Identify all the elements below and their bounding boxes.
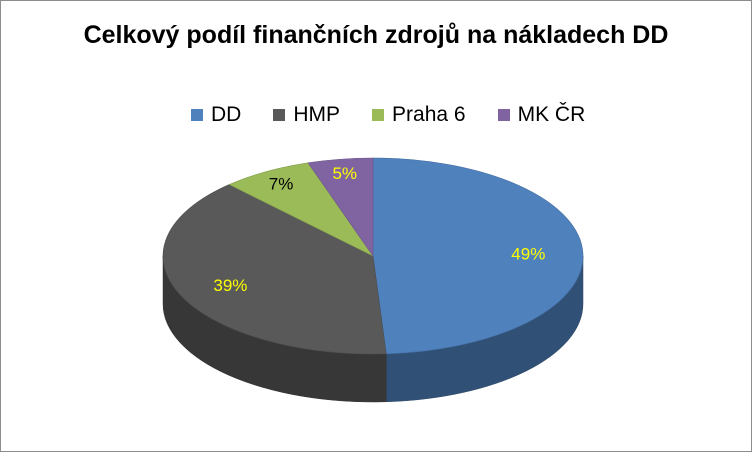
pie-slice-dd bbox=[372, 157, 584, 355]
legend-item-hmp: HMP bbox=[273, 103, 340, 127]
pie-slice-mkcr bbox=[307, 157, 374, 257]
legend-item-praha6: Praha 6 bbox=[372, 103, 466, 127]
legend-item-mkcr: MK ČR bbox=[497, 103, 586, 127]
legend-swatch-dd bbox=[191, 109, 203, 121]
legend-label-praha6: Praha 6 bbox=[392, 103, 466, 126]
data-label-mkcr: 5% bbox=[332, 164, 357, 183]
pie-tops: 49% 39% 7% 5% bbox=[162, 157, 584, 355]
legend-swatch-praha6 bbox=[372, 109, 385, 121]
data-label-dd: 49% bbox=[511, 245, 545, 264]
legend-label-mkcr: MK ČR bbox=[517, 103, 586, 126]
legend-label-hmp: HMP bbox=[293, 103, 341, 126]
chart-title: Celkový podíl finančních zdrojů na nákla… bbox=[83, 21, 669, 49]
data-label-hmp: 39% bbox=[213, 276, 247, 295]
legend-item-dd: DD bbox=[191, 103, 241, 127]
pie-slice-hmp bbox=[162, 184, 387, 355]
legend-label-dd: DD bbox=[211, 103, 242, 126]
legend: DD HMP Praha 6 MK ČR bbox=[191, 103, 617, 127]
data-label-praha6: 7% bbox=[269, 174, 294, 193]
legend-swatch-mkcr bbox=[497, 109, 510, 121]
legend-swatch-hmp bbox=[273, 109, 286, 121]
